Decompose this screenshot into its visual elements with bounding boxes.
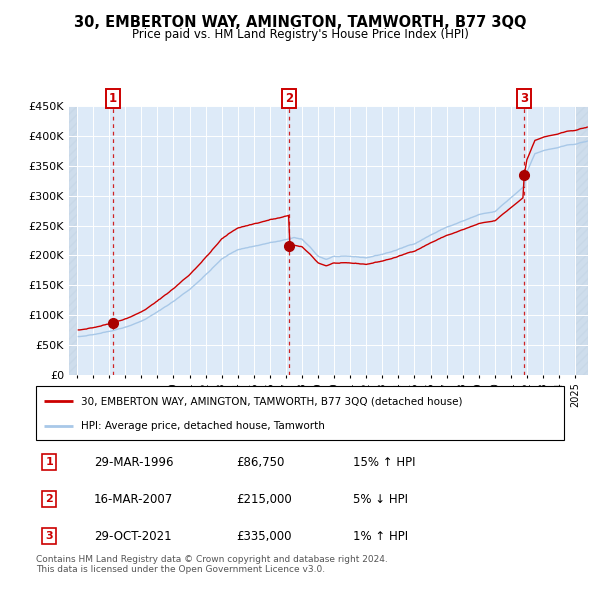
Text: Price paid vs. HM Land Registry's House Price Index (HPI): Price paid vs. HM Land Registry's House … — [131, 28, 469, 41]
Text: £215,000: £215,000 — [236, 493, 292, 506]
Text: HPI: Average price, detached house, Tamworth: HPI: Average price, detached house, Tamw… — [81, 421, 325, 431]
Text: 1: 1 — [109, 92, 116, 105]
Text: £86,750: £86,750 — [236, 455, 285, 468]
Text: Contains HM Land Registry data © Crown copyright and database right 2024.
This d: Contains HM Land Registry data © Crown c… — [36, 555, 388, 574]
Text: 1: 1 — [46, 457, 53, 467]
Text: 15% ↑ HPI: 15% ↑ HPI — [353, 455, 415, 468]
Text: 29-OCT-2021: 29-OCT-2021 — [94, 530, 172, 543]
FancyBboxPatch shape — [36, 386, 564, 440]
Text: £335,000: £335,000 — [236, 530, 292, 543]
Text: 5% ↓ HPI: 5% ↓ HPI — [353, 493, 408, 506]
Text: 1% ↑ HPI: 1% ↑ HPI — [353, 530, 408, 543]
Text: 30, EMBERTON WAY, AMINGTON, TAMWORTH, B77 3QQ (detached house): 30, EMBERTON WAY, AMINGTON, TAMWORTH, B7… — [81, 396, 463, 407]
Text: 2: 2 — [46, 494, 53, 504]
Text: 3: 3 — [520, 92, 528, 105]
Text: 3: 3 — [46, 532, 53, 542]
Text: 30, EMBERTON WAY, AMINGTON, TAMWORTH, B77 3QQ: 30, EMBERTON WAY, AMINGTON, TAMWORTH, B7… — [74, 15, 526, 30]
Text: 16-MAR-2007: 16-MAR-2007 — [94, 493, 173, 506]
Text: 29-MAR-1996: 29-MAR-1996 — [94, 455, 173, 468]
Text: 2: 2 — [285, 92, 293, 105]
